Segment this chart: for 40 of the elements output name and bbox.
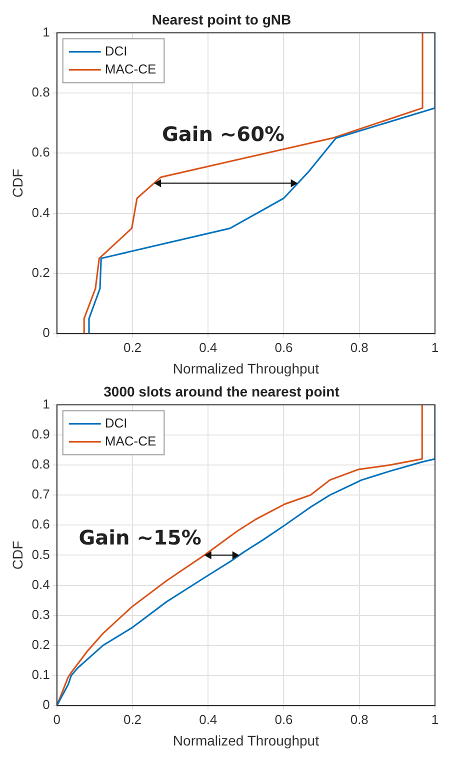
legend-label: MAC-CE (104, 433, 156, 448)
annotation: Gain ~60% (162, 122, 285, 146)
y-axis-title: CDF (9, 540, 26, 570)
y-tick-label: 0.8 (32, 84, 50, 100)
legend-label: DCI (104, 43, 128, 58)
x-tick-label: 0.6 (274, 712, 293, 727)
y-tick-label: 0.4 (32, 204, 50, 220)
y-tick-label: 0.6 (32, 144, 50, 160)
y-tick-label: 0.8 (32, 456, 50, 472)
y-tick-label: 0.5 (32, 546, 50, 562)
y-tick-label: 0.7 (32, 486, 50, 502)
y-tick-label: 0.9 (32, 426, 50, 442)
x-tick-label: 0.8 (350, 712, 368, 727)
legend-label: MAC-CE (104, 61, 156, 76)
x-tick-label: 0.2 (123, 712, 142, 727)
x-axis-title: Normalized Throughput (172, 732, 320, 748)
x-tick-label: 1 (431, 340, 439, 355)
y-tick-label: 0.3 (32, 606, 50, 622)
x-tick-label: 0.4 (199, 340, 218, 355)
y-tick-label: 0 (42, 697, 50, 712)
y-tick-label: 1 (42, 396, 50, 412)
x-axis-title: Normalized Throughput (172, 360, 320, 376)
y-tick-label: 0.6 (32, 516, 50, 532)
y-tick-label: 0.2 (32, 265, 50, 280)
chart-title: Nearest point to gNB (152, 11, 292, 28)
chart-title: 3000 slots around the nearest point (104, 383, 340, 400)
y-tick-label: 0.4 (32, 576, 50, 592)
y-axis-title: CDF (9, 168, 26, 198)
x-tick-label: 0.2 (123, 340, 142, 355)
legend-label: DCI (104, 415, 128, 430)
x-tick-label: 0.6 (274, 340, 293, 355)
x-tick-label: 0 (53, 712, 60, 727)
x-tick-label: 1 (431, 712, 439, 727)
y-tick-label: 1 (42, 24, 50, 40)
annotation: Gain ~15% (78, 525, 202, 550)
y-tick-label: 0.1 (32, 667, 50, 682)
y-tick-label: 0.2 (32, 637, 50, 652)
y-tick-label: 0 (42, 325, 50, 340)
x-tick-label: 0.8 (350, 340, 368, 355)
x-tick-label: 0.4 (199, 712, 218, 727)
